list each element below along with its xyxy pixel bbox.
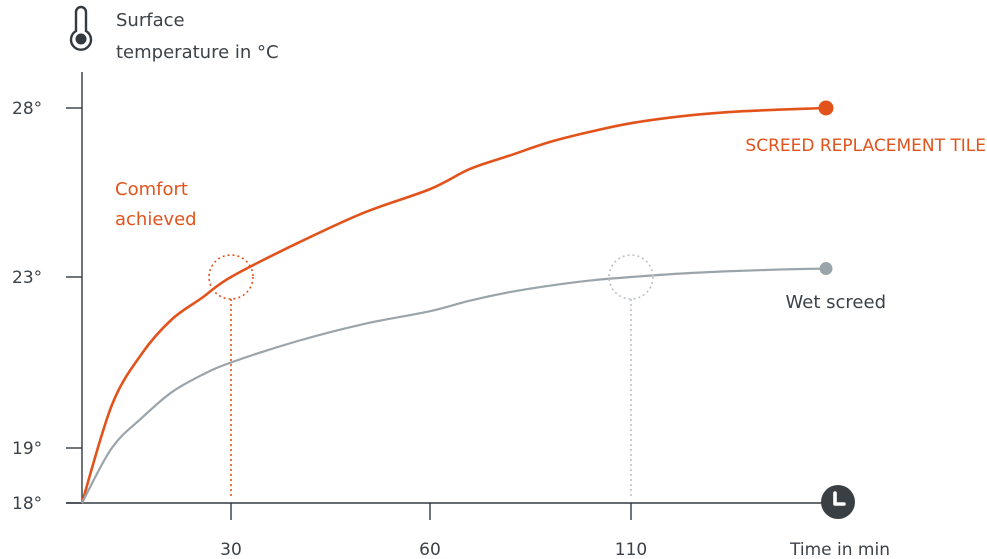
x-ticks: 30 60 110: [220, 503, 647, 559]
series-label-wet-screed: Wet screed: [786, 292, 886, 313]
x-tick-label-30: 30: [220, 540, 242, 559]
y-axis-label-line-1: Surface: [116, 10, 185, 31]
clock-icon: [821, 485, 855, 519]
series-label-screed-replacement-tile: SCREED REPLACEMENT TILE: [745, 136, 986, 156]
thermometer-icon: [69, 5, 93, 51]
comfort-annotation-line-2: achieved: [115, 209, 197, 230]
y-tick-label-18: 18°: [12, 494, 42, 514]
y-ticks: 18° 19° 23° 28°: [12, 99, 82, 514]
x-axis-label: Time in min: [789, 540, 890, 559]
y-tick-label-23: 23°: [12, 268, 42, 288]
comfort-marker-circle-gray: [608, 254, 654, 300]
y-axis-label-line-2: temperature in °C: [116, 42, 279, 63]
y-tick-label-19: 19°: [12, 439, 42, 459]
series-end-point-wet-screed: [819, 262, 833, 276]
comfort-marker-circle-orange: [208, 254, 254, 300]
series-line-wet-screed: [81, 267, 827, 504]
comfort-annotation-line-1: Comfort: [115, 179, 188, 200]
y-tick-label-28: 28°: [12, 99, 42, 119]
series-end-point-screed-replacement-tile: [818, 100, 834, 116]
series-line-screed-replacement-tile: [80, 106, 827, 504]
x-tick-label-110: 110: [615, 540, 647, 559]
x-tick-label-60: 60: [419, 540, 441, 559]
